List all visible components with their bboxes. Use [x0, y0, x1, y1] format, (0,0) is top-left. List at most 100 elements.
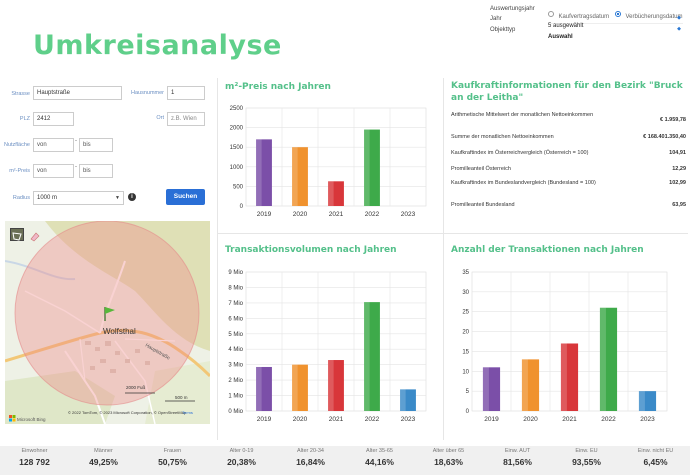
chart-transaktionsvolumen: 0 Mio 1 Mio 2 Mio 3 Mio 4 Mio 5 Mio 6 Mio 7 Mio… — [228, 270, 427, 423]
y-tick-label: 4 Mio — [228, 347, 243, 353]
divider — [218, 233, 688, 234]
stat-label: Einw. nicht EU — [637, 448, 674, 454]
y-tick-label: 15 — [462, 349, 469, 355]
y-tick-label: 10 — [462, 369, 469, 375]
nutzflaeche-bis-input[interactable]: bis — [79, 138, 113, 152]
y-tick-label: 25 — [462, 310, 469, 316]
stat-item: Einw. nicht EU 6,45% — [621, 446, 690, 467]
x-tick-label: 2023 — [640, 416, 655, 423]
ort-label: Ort — [156, 115, 164, 121]
settings-panel: Auswertungsjahr Kaufvertragsdatum Verbüc… — [487, 4, 687, 40]
y-tick-label: 35 — [462, 270, 469, 276]
hausnummer-input[interactable]: 1 — [167, 86, 205, 100]
bar-highlight — [638, 391, 645, 411]
divider — [217, 78, 218, 440]
stat-value: 44,16% — [365, 457, 394, 467]
bar — [292, 147, 308, 206]
y-tick-label: 9 Mio — [228, 270, 243, 276]
x-tick-label: 2022 — [365, 416, 380, 423]
auswertungsjahr-label: Auswertungsjahr — [490, 6, 535, 12]
radio-kaufvertragsdatum[interactable]: Kaufvertragsdatum — [548, 5, 609, 23]
kaufkraft-row-value: 63,95 — [672, 202, 686, 208]
y-tick-label: 2000 — [230, 126, 244, 132]
jahr-select[interactable]: 5 ausgewählt ◆ — [548, 15, 683, 29]
demographics-bar: Einwohner 128 792 Männer 49,25% Frauen 50,75%… — [0, 446, 690, 475]
bar — [400, 389, 416, 411]
bar-highlight — [256, 366, 262, 411]
kaufkraft-row-value: 104,91 — [669, 150, 686, 156]
bar — [560, 343, 579, 411]
eraser-tool[interactable] — [29, 229, 41, 242]
kaufkraft-table: Arithmetische Mittelwert der monatlichen… — [451, 112, 686, 218]
stat-value: 18,63% — [434, 457, 463, 467]
m2preis-von-input[interactable]: von — [33, 164, 74, 178]
map-view[interactable]: Wolfsthal Hauptstraße 2000 Fuß 500 m © 2… — [5, 221, 210, 424]
kaufkraft-row-label: Kaufkraftindex im Bundeslandvergleich (B… — [451, 180, 596, 186]
chart-title-anzahl-transaktionen: Anzahl der Transaktionen nach Jahren — [451, 245, 644, 255]
stat-item: Alter 20-34 16,84% — [276, 446, 345, 467]
range-separator: - — [75, 138, 77, 144]
jahr-label: Jahr — [490, 16, 502, 22]
radius-select[interactable]: 1000 m ▼ — [33, 191, 124, 205]
m2preis-bis-input[interactable]: bis — [79, 164, 113, 178]
bar-highlight — [482, 367, 489, 411]
bar — [364, 302, 380, 411]
plz-label: PLZ — [19, 116, 30, 122]
select-arrow-icon: ◆ — [677, 26, 681, 32]
bar — [292, 364, 308, 411]
info-icon[interactable]: i — [128, 193, 136, 201]
bar-highlight — [364, 129, 370, 206]
strasse-input[interactable]: Hauptstraße — [33, 86, 122, 100]
y-tick-label: 7 Mio — [228, 301, 243, 307]
kaufkraft-row-value: € 168.401.350,40 — [643, 134, 686, 140]
plz-input[interactable]: 2412 — [33, 112, 74, 126]
search-button[interactable]: Suchen — [166, 189, 205, 205]
kaufkraft-title: Kaufkraftinformationen für den Bezirk "B… — [451, 81, 683, 103]
x-tick-label: 2021 — [329, 211, 344, 218]
draw-polygon-tool[interactable] — [10, 228, 24, 241]
y-tick-label: 6 Mio — [228, 316, 243, 322]
ort-input[interactable]: z.B. Wien — [167, 112, 205, 126]
bar — [256, 366, 272, 411]
objekttyp-select[interactable]: Auswahl ◆ — [548, 26, 681, 40]
stat-item: Frauen 50,75% — [138, 446, 207, 467]
y-tick-label: 5 Mio — [228, 332, 243, 338]
objekttyp-label: Objekttyp — [490, 27, 516, 33]
stat-item: Einw. AUT 81,56% — [483, 446, 552, 467]
stat-label: Einw. AUT — [504, 448, 531, 454]
nutzflaeche-von-input[interactable]: von — [33, 138, 74, 152]
y-tick-label: 2 Mio — [228, 378, 243, 384]
bar-highlight — [400, 389, 406, 411]
bar-highlight — [256, 139, 262, 206]
kaufkraft-row-label: Promilleanteil Bundesland — [451, 202, 515, 208]
range-separator: - — [75, 164, 77, 170]
radio-verbuecherungsdatum[interactable]: Verbücherungsdatum — [615, 5, 683, 23]
bar — [599, 307, 618, 411]
chart-title-m2-preis: m²-Preis nach Jahren — [225, 82, 331, 92]
stat-item: Alter 35-65 44,16% — [345, 446, 414, 467]
map-canvas[interactable]: Wolfsthal Hauptstraße 2000 Fuß 500 m © 2… — [5, 221, 210, 424]
search-form: Strasse Hauptstraße Hausnummer 1 PLZ 241… — [0, 80, 215, 210]
bar — [328, 181, 344, 206]
stat-label: Alter 20-34 — [297, 448, 324, 454]
stat-value: 49,25% — [89, 457, 118, 467]
x-tick-label: 2020 — [293, 211, 308, 218]
stat-item: Alter 0-19 20,38% — [207, 446, 276, 467]
bar-highlight — [521, 359, 528, 411]
y-tick-label: 1500 — [230, 145, 244, 151]
stat-label: Alter 35-65 — [366, 448, 393, 454]
location-marker-icon[interactable] — [104, 307, 115, 321]
bar — [256, 139, 272, 206]
bar-highlight — [560, 343, 567, 411]
chevron-down-icon: ▼ — [115, 195, 120, 201]
y-tick-label: 3 Mio — [228, 363, 243, 369]
bing-logo: Microsoft Bing — [9, 415, 46, 422]
map-terms-link[interactable]: Terms — [182, 410, 193, 415]
radio-icon — [548, 10, 554, 17]
kaufkraft-row-label: Promilleanteil Österreich — [451, 166, 511, 172]
kaufkraft-row-label: Summe der monatlichen Nettoeinkommen — [451, 134, 554, 140]
y-tick-label: 1000 — [230, 165, 244, 171]
y-tick-label: 1 Mio — [228, 394, 243, 400]
stat-value: 20,38% — [227, 457, 256, 467]
y-tick-label: 8 Mio — [228, 285, 243, 291]
